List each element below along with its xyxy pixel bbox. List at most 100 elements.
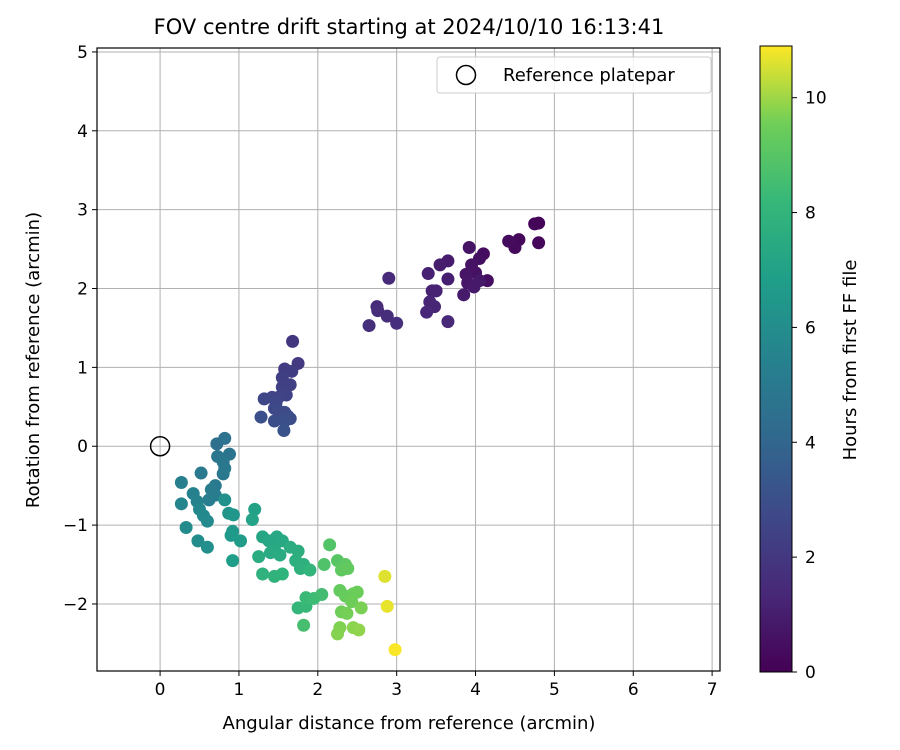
data-point	[457, 288, 471, 302]
x-tick-label: 0	[155, 680, 166, 700]
data-point	[285, 364, 299, 378]
x-axis-ticks: 0 1 2 3 4 5 6 7	[155, 671, 718, 700]
data-point	[352, 623, 366, 637]
y-tick-label: 2	[77, 280, 88, 300]
colorbar-gradient	[759, 45, 793, 673]
colorbar-label: Hours from first FF file	[840, 260, 861, 461]
data-point	[340, 606, 354, 620]
data-point	[441, 315, 455, 329]
data-point	[388, 643, 402, 657]
data-point	[200, 540, 214, 554]
data-point	[202, 493, 216, 507]
data-point	[194, 466, 208, 480]
data-point	[502, 234, 516, 248]
y-tick-label: −2	[63, 595, 88, 615]
data-point	[267, 414, 281, 428]
data-point	[380, 309, 394, 323]
colorbar-tick-label: 4	[805, 433, 816, 453]
data-point	[273, 548, 287, 562]
data-point	[174, 476, 188, 490]
data-points	[174, 216, 546, 657]
chart-title: FOV centre drift starting at 2024/10/10 …	[154, 15, 665, 39]
x-tick-label: 2	[312, 680, 323, 700]
data-point	[218, 431, 232, 445]
data-point	[275, 567, 289, 581]
data-point	[297, 618, 311, 632]
y-tick-label: 0	[77, 437, 88, 457]
data-point	[218, 493, 232, 507]
data-point	[421, 267, 435, 281]
reference-platepar-marker	[149, 435, 171, 457]
data-point	[429, 284, 443, 298]
plot-frame	[96, 47, 721, 672]
data-point	[462, 241, 476, 255]
data-point	[174, 497, 188, 511]
data-point	[224, 528, 238, 542]
data-point	[286, 334, 300, 348]
colorbar-tick-label: 10	[805, 89, 827, 109]
x-axis-label: Angular distance from reference (arcmin)	[223, 713, 596, 734]
y-tick-label: 3	[77, 201, 88, 221]
colorbar-tick-label: 6	[805, 318, 816, 338]
data-point	[467, 280, 481, 294]
data-point	[420, 305, 434, 319]
data-point	[323, 538, 337, 552]
data-point	[433, 258, 447, 272]
colorbar-ticks: 0 2 4 6 8 10	[792, 89, 827, 683]
data-point	[354, 601, 368, 615]
data-point	[254, 410, 268, 424]
data-point	[371, 304, 385, 318]
data-point	[234, 534, 248, 548]
data-point	[528, 217, 542, 231]
legend-box	[436, 56, 712, 94]
data-point	[315, 588, 329, 602]
data-point	[277, 423, 291, 437]
colorbar: 0 2 4 6 8 10 Hours from first FF file	[759, 45, 861, 683]
y-axis-ticks: −2 −1 0 1 2 3 4 5	[63, 43, 97, 615]
data-point	[200, 514, 214, 528]
colorbar-tick-label: 8	[805, 204, 816, 224]
data-point	[303, 563, 317, 577]
colorbar-tick-label: 0	[805, 663, 816, 683]
data-point	[191, 534, 205, 548]
data-point	[378, 569, 392, 583]
x-tick-label: 7	[707, 680, 718, 700]
data-point	[465, 258, 479, 272]
legend-marker-icon	[455, 64, 477, 86]
data-point	[341, 561, 355, 575]
data-point	[331, 627, 345, 641]
x-tick-label: 3	[391, 680, 402, 700]
y-tick-label: 4	[77, 122, 88, 142]
x-tick-label: 1	[234, 680, 245, 700]
data-point	[390, 316, 404, 330]
data-point	[350, 585, 364, 599]
data-point	[380, 599, 394, 613]
data-point	[532, 236, 546, 250]
y-tick-label: 5	[77, 43, 88, 63]
colorbar-tick-label: 2	[805, 548, 816, 568]
grid-lines	[97, 48, 720, 671]
data-point	[248, 502, 262, 516]
legend: Reference platepar	[436, 56, 712, 94]
data-point	[441, 272, 455, 286]
data-point	[252, 550, 266, 564]
data-point	[216, 467, 230, 481]
y-tick-label: −1	[63, 516, 88, 536]
data-point	[226, 554, 240, 568]
data-point	[226, 508, 240, 522]
x-tick-label: 6	[628, 680, 639, 700]
data-point	[179, 520, 193, 534]
x-tick-label: 5	[549, 680, 560, 700]
data-point	[345, 595, 359, 609]
y-axis-label: Rotation from reference (arcmin)	[23, 212, 44, 508]
data-point	[245, 513, 259, 527]
y-tick-label: 1	[77, 358, 88, 378]
data-point	[317, 558, 331, 572]
data-point	[256, 567, 270, 581]
data-point	[257, 392, 271, 406]
data-point	[382, 271, 396, 285]
legend-label: Reference platepar	[503, 65, 675, 86]
x-tick-label: 4	[470, 680, 481, 700]
data-point	[278, 414, 292, 428]
